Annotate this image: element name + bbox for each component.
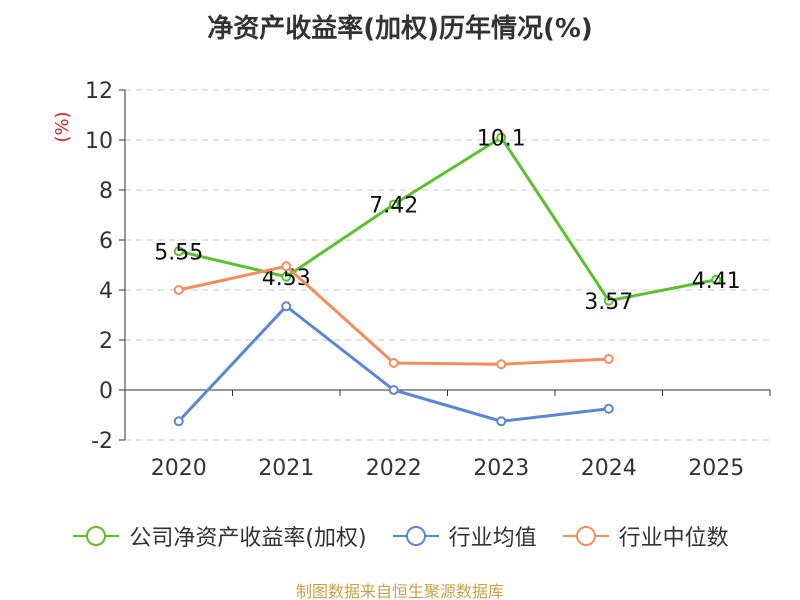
legend-label: 行业中位数 <box>618 526 729 551</box>
data-label: 5.55 <box>154 240 203 265</box>
data-point <box>173 246 184 257</box>
series-line <box>177 264 611 366</box>
y-tick-label: 6 <box>99 229 113 254</box>
x-tick-label: 2024 <box>581 456 637 481</box>
data-point <box>711 274 722 285</box>
legend-marker-icon <box>562 526 609 546</box>
data-point <box>388 199 399 210</box>
y-tick-label: 10 <box>85 129 113 154</box>
data-point <box>496 359 507 370</box>
x-tick-label: 2021 <box>258 456 314 481</box>
chart-title: 净资产收益率(加权)历年情况(%) <box>207 14 593 44</box>
data-point <box>603 403 614 414</box>
legend-item[interactable]: 行业均值 <box>391 520 537 552</box>
data-label: 3.57 <box>584 290 633 315</box>
data-point <box>603 354 614 364</box>
x-tick-label: 2022 <box>366 456 422 481</box>
y-tick-label: 2 <box>99 329 113 354</box>
legend-marker-icon <box>392 526 439 546</box>
data-label: 4.41 <box>692 269 741 294</box>
y-tick-label: -2 <box>91 429 113 454</box>
data-point <box>388 358 399 368</box>
y-tick-label: 8 <box>99 179 113 204</box>
data-point <box>281 261 292 272</box>
data-source-note: 制图数据来自恒生聚源数据库 <box>295 582 504 600</box>
data-label: 10.1 <box>477 127 526 152</box>
data-point <box>281 301 292 312</box>
y-tick-label: 4 <box>99 279 113 304</box>
data-point <box>388 385 399 395</box>
data-point <box>173 416 184 427</box>
legend-item[interactable]: 公司净资产收益率(加权) <box>71 520 367 552</box>
data-label: 7.42 <box>369 194 418 219</box>
x-tick-label: 2025 <box>688 456 744 481</box>
data-point <box>496 132 507 143</box>
x-tick-label: 2020 <box>151 456 207 481</box>
legend-item[interactable]: 行业中位数 <box>561 520 729 552</box>
legend-marker-icon <box>73 526 120 546</box>
legend-label: 行业均值 <box>448 526 537 551</box>
y-tick-label: 0 <box>99 379 113 404</box>
x-tick-label: 2023 <box>473 456 529 481</box>
data-point <box>281 271 292 282</box>
series-line <box>177 136 718 303</box>
data-point <box>496 416 507 427</box>
legend-label: 公司净资产收益率(加权) <box>129 526 367 551</box>
chart-legend: 公司净资产收益率(加权) 行业均值 行业中位数 <box>0 520 800 552</box>
data-point <box>603 295 614 306</box>
y-tick-label: 12 <box>85 79 113 104</box>
y-axis-label: (%) <box>52 111 73 142</box>
data-point <box>173 285 184 295</box>
